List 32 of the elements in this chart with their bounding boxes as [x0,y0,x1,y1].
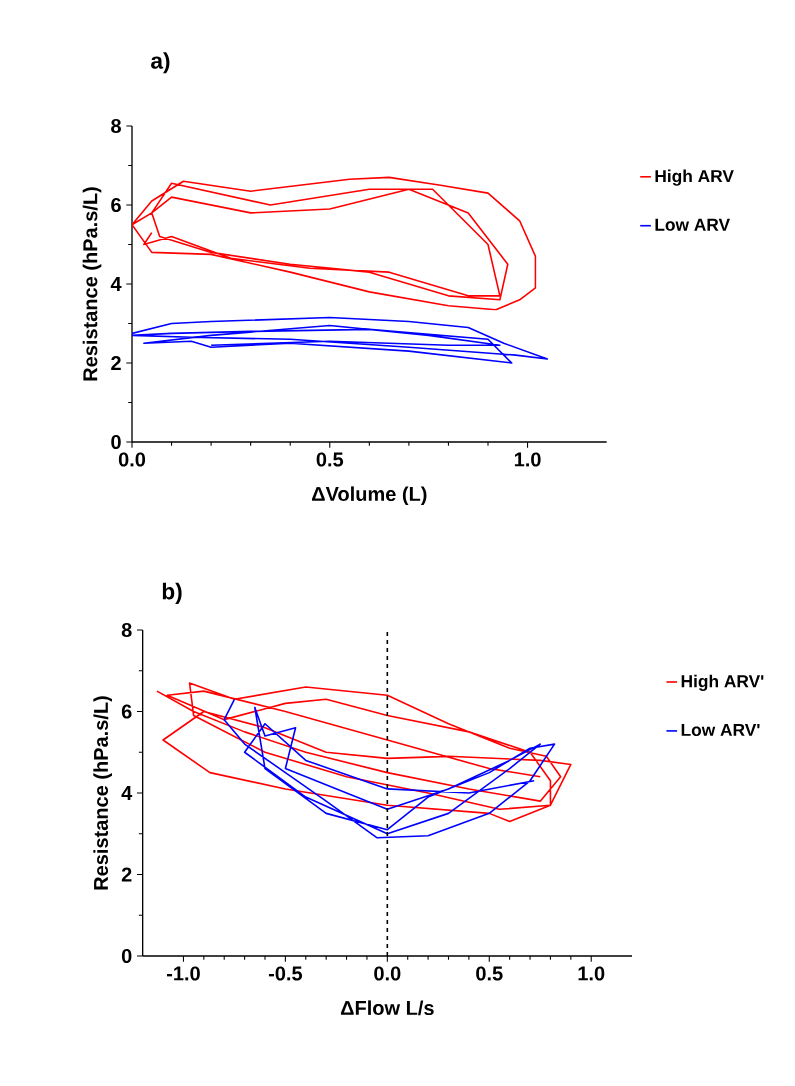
x-tick-label: 0.0 [374,966,401,981]
y-tick-label: 2 [111,356,121,370]
y-tick-label: 6 [121,704,132,719]
y-tick-label: 4 [121,786,133,800]
legend-label: Low ARV [655,218,730,231]
y-tick-label: 6 [111,197,121,213]
x-tick-label: 0.5 [476,966,503,981]
x-tick-label: -1.0 [166,966,200,981]
x-tick-label: 0.5 [316,452,344,467]
x-tick-label: 1.0 [514,452,541,467]
chart-title: a) [151,52,170,74]
line-series [223,698,556,839]
x-tick-label: -0.5 [268,966,303,981]
line-series [132,176,537,311]
x-tick-label: 0.0 [118,452,146,467]
legend-label: Low ARV' [681,723,760,737]
y-tick-label: 8 [121,622,132,638]
line-series [156,682,572,823]
y-tick-label: 0 [111,434,121,450]
y-tick-label: 0 [121,948,132,964]
y-tick-label: 4 [110,277,122,291]
y-axis-title: Resistance (hPa.s/L) [93,696,112,890]
y-axis-title: Resistance (hPa.s/L) [82,187,102,381]
y-tick-label: 2 [121,867,132,882]
x-tick-label: 1.0 [578,966,605,981]
x-axis-title: ΔFlow L/s [340,1000,434,1016]
line-series [132,316,549,364]
legend-label: High ARV' [681,674,764,691]
legend-label: High ARV [655,169,734,186]
chart-title: b) [162,582,182,604]
y-tick-label: 8 [111,118,121,134]
x-axis-title: ΔVolume (L) [312,486,427,506]
